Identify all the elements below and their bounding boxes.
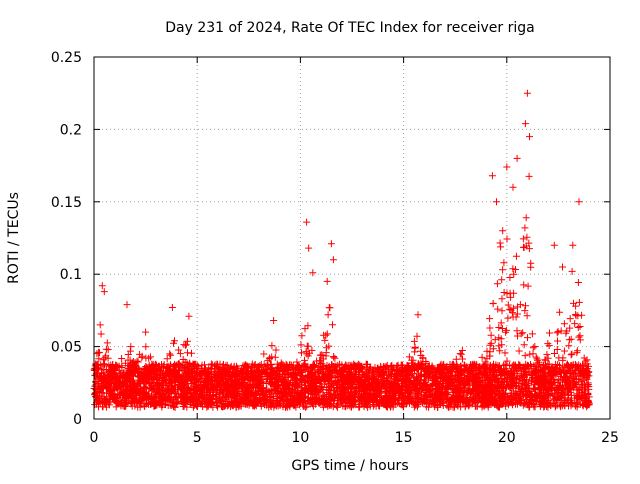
- roti-data-point: [327, 240, 335, 248]
- y-tick-label: 0.25: [51, 50, 82, 66]
- x-tick-label: 5: [193, 430, 202, 446]
- plot-frame: [93, 56, 611, 420]
- roti-data-point: [521, 120, 529, 128]
- roti-data-point: [414, 311, 422, 319]
- roti-data-point: [168, 304, 176, 311]
- x-tick-label: 25: [601, 430, 619, 446]
- axes: 0 5 10 15 20 25 0 0.05 0.1 0.15 0.2 0.25: [51, 50, 619, 446]
- y-axis-label: ROTI / TECUs: [6, 192, 22, 284]
- roti-data-point: [488, 172, 496, 180]
- y-tick-label: 0.05: [51, 340, 82, 356]
- roti-data-point: [305, 244, 313, 252]
- x-tick-label: 10: [291, 430, 309, 446]
- y-tick-label: 0.15: [51, 195, 82, 211]
- roti-data-point: [550, 241, 558, 249]
- roti-data-point: [309, 269, 317, 277]
- roti-data-point: [523, 89, 531, 97]
- chart-title: Day 231 of 2024, Rate Of TEC Index for r…: [165, 20, 534, 36]
- roti-data-point: [575, 198, 583, 206]
- y-tick-label: 0.1: [60, 267, 82, 283]
- y-tick-label: 0: [73, 412, 82, 428]
- data-points: [90, 89, 593, 411]
- x-tick-label: 15: [395, 430, 413, 446]
- roti-data-point: [123, 301, 131, 309]
- roti-data-point: [503, 163, 511, 171]
- roti-data-point: [493, 198, 500, 206]
- roti-data-point: [96, 321, 104, 329]
- roti-data-point: [323, 277, 331, 285]
- roti-data-point: [329, 256, 337, 264]
- x-tick-label: 20: [498, 430, 516, 446]
- roti-data-point: [513, 154, 521, 162]
- roti-data-point: [98, 282, 106, 290]
- roti-data-point: [569, 241, 577, 249]
- roti-data-point: [270, 317, 278, 324]
- x-axis-label: GPS time / hours: [291, 458, 408, 474]
- x-tick-label: 0: [90, 430, 99, 446]
- roti-data-point: [499, 227, 507, 235]
- y-tick-label: 0.2: [60, 122, 82, 138]
- roti-data-point: [303, 218, 311, 226]
- roti-data-point: [142, 328, 150, 336]
- roti-data-point: [509, 183, 517, 191]
- roti-data-point: [100, 288, 108, 296]
- roti-point-cloud: [91, 214, 593, 411]
- roti-data-point: [526, 133, 533, 141]
- roti-data-point: [559, 263, 566, 271]
- roti-data-point: [185, 312, 193, 320]
